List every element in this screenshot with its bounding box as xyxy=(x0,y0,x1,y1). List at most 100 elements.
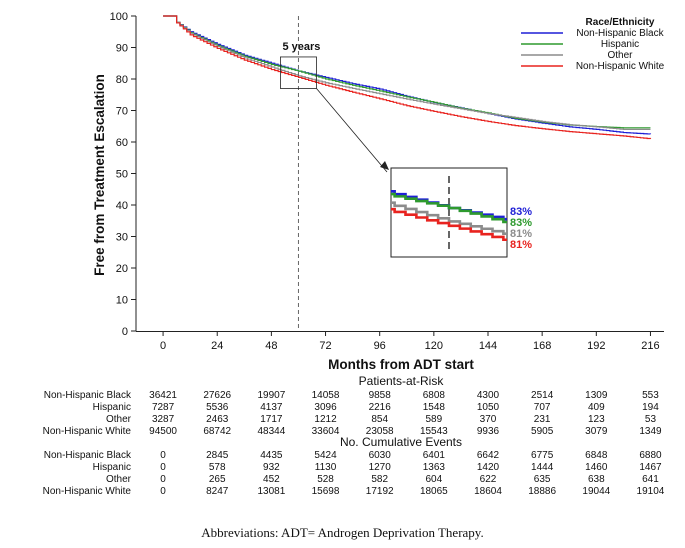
risk-table-cell: 19104 xyxy=(637,486,665,497)
risk-table-cell: 641 xyxy=(642,474,659,485)
risk-table-cell: 94500 xyxy=(149,426,177,437)
risk-table-cell: 5424 xyxy=(314,450,337,461)
y-tick-label: 80 xyxy=(116,74,128,86)
risk-row-label: Non-Hispanic Black xyxy=(44,450,132,461)
inset-curve-non-hispanic-white xyxy=(391,207,507,242)
risk-table-cell: 1548 xyxy=(423,402,446,413)
risk-table-cell: 5905 xyxy=(531,426,554,437)
risk-table-cell: 231 xyxy=(534,414,551,425)
x-tick-label: 24 xyxy=(211,340,223,352)
risk-table-cell: 19907 xyxy=(257,390,285,401)
y-tick-label: 70 xyxy=(116,106,128,118)
legend-entry: Non-Hispanic Black xyxy=(576,28,664,39)
x-tick-label: 96 xyxy=(374,340,386,352)
risk-row-label: Hispanic xyxy=(93,462,131,473)
risk-table-cell: 194 xyxy=(642,402,659,413)
risk-table-cell: 18604 xyxy=(474,486,502,497)
risk-table-cell: 1309 xyxy=(585,390,608,401)
risk-table-cell: 3287 xyxy=(152,414,175,425)
y-axis-label: Free from Treatment Escalation xyxy=(92,74,107,276)
risk-table-cell: 452 xyxy=(263,474,280,485)
risk-table-cell: 27626 xyxy=(203,390,231,401)
km-curve-other xyxy=(163,15,651,130)
x-tick-label: 216 xyxy=(641,340,659,352)
risk-table-cell: 582 xyxy=(371,474,388,485)
risk-table-cell: 13081 xyxy=(257,486,285,497)
x-tick-label: 48 xyxy=(265,340,277,352)
risk-table-cell: 6848 xyxy=(585,450,608,461)
risk-table-cell: 1420 xyxy=(477,462,500,473)
risk-table-cell: 36421 xyxy=(149,390,177,401)
risk-table-cell: 370 xyxy=(480,414,497,425)
zoom-arrowhead xyxy=(380,161,389,170)
risk-row-label: Non-Hispanic White xyxy=(43,486,132,497)
risk-table-cell: 33604 xyxy=(312,426,340,437)
risk-table-cell: 622 xyxy=(480,474,497,485)
risk-table-cell: 0 xyxy=(160,450,166,461)
y-tick-label: 40 xyxy=(116,200,128,212)
events-title: No. Cumulative Events xyxy=(340,435,462,449)
y-tick-label: 20 xyxy=(116,263,128,275)
risk-table-cell: 4435 xyxy=(260,450,283,461)
risk-table-cell: 4137 xyxy=(260,402,283,413)
x-tick-label: 168 xyxy=(533,340,551,352)
risk-table-cell: 19044 xyxy=(582,486,610,497)
risk-table-cell: 68742 xyxy=(203,426,231,437)
risk-row-label: Non-Hispanic White xyxy=(43,426,132,437)
risk-table-cell: 5536 xyxy=(206,402,229,413)
risk-table-cell: 6808 xyxy=(423,390,446,401)
risk-table-cell: 854 xyxy=(371,414,388,425)
y-tick-label: 60 xyxy=(116,137,128,149)
inset-curve-other xyxy=(391,201,507,235)
risk-table-cell: 18886 xyxy=(528,486,556,497)
risk-table-cell: 638 xyxy=(588,474,605,485)
five-year-label: 5 years xyxy=(282,41,320,53)
figure-caption: Abbreviations: ADT= Androgen Deprivation… xyxy=(201,525,484,540)
risk-table-cell: 1363 xyxy=(423,462,446,473)
at-risk-title: Patients-at-Risk xyxy=(359,374,445,388)
inset-value-label: 81% xyxy=(510,239,532,251)
risk-table-cell: 265 xyxy=(209,474,226,485)
risk-table-cell: 6642 xyxy=(477,450,500,461)
risk-table-cell: 528 xyxy=(317,474,334,485)
y-tick-label: 10 xyxy=(116,295,128,307)
risk-table-cell: 9858 xyxy=(369,390,392,401)
risk-table-cell: 4300 xyxy=(477,390,500,401)
zoom-pointer-line xyxy=(316,88,388,173)
risk-row-label: Hispanic xyxy=(93,402,131,413)
risk-table-cell: 553 xyxy=(642,390,659,401)
risk-table-cell: 2845 xyxy=(206,450,229,461)
risk-table-cell: 589 xyxy=(426,414,443,425)
risk-table-cell: 1050 xyxy=(477,402,500,413)
risk-table-cell: 409 xyxy=(588,402,605,413)
five-year-reference: 5 years xyxy=(282,16,320,331)
risk-table-cell: 8247 xyxy=(206,486,229,497)
risk-table-cell: 707 xyxy=(534,402,551,413)
risk-table-cell: 1270 xyxy=(369,462,392,473)
x-tick-label: 192 xyxy=(587,340,605,352)
y-tick-label: 100 xyxy=(110,11,128,23)
zoom-inset: 83%83%81%81% xyxy=(280,56,532,258)
risk-table-cell: 6775 xyxy=(531,450,554,461)
risk-table-cell: 18065 xyxy=(420,486,448,497)
risk-table-cell: 3079 xyxy=(585,426,608,437)
risk-table-cell: 14058 xyxy=(312,390,340,401)
risk-table-cell: 1717 xyxy=(260,414,283,425)
inset-value-label: 83% xyxy=(510,206,532,218)
x-tick-label: 0 xyxy=(160,340,166,352)
axes: 0 10 20 30 40 50 60 70 80 90 100 0 24 48 72 96 120 144 168… xyxy=(110,11,664,352)
risk-table-cell: 2514 xyxy=(531,390,554,401)
risk-table-cell: 9936 xyxy=(477,426,500,437)
legend: Race/Ethnicity Non-Hispanic BlackHispani… xyxy=(521,17,665,72)
risk-table-cell: 0 xyxy=(160,486,166,497)
x-tick-label: 144 xyxy=(479,340,497,352)
risk-table-cell: 2463 xyxy=(206,414,229,425)
x-axis-label: Months from ADT start xyxy=(328,357,474,372)
risk-row-label: Non-Hispanic Black xyxy=(44,390,132,401)
risk-row-label: Other xyxy=(106,414,132,425)
risk-table-cell: 1212 xyxy=(314,414,337,425)
risk-table-cell: 578 xyxy=(209,462,226,473)
legend-title: Race/Ethnicity xyxy=(586,17,655,28)
risk-table-cell: 1444 xyxy=(531,462,554,473)
